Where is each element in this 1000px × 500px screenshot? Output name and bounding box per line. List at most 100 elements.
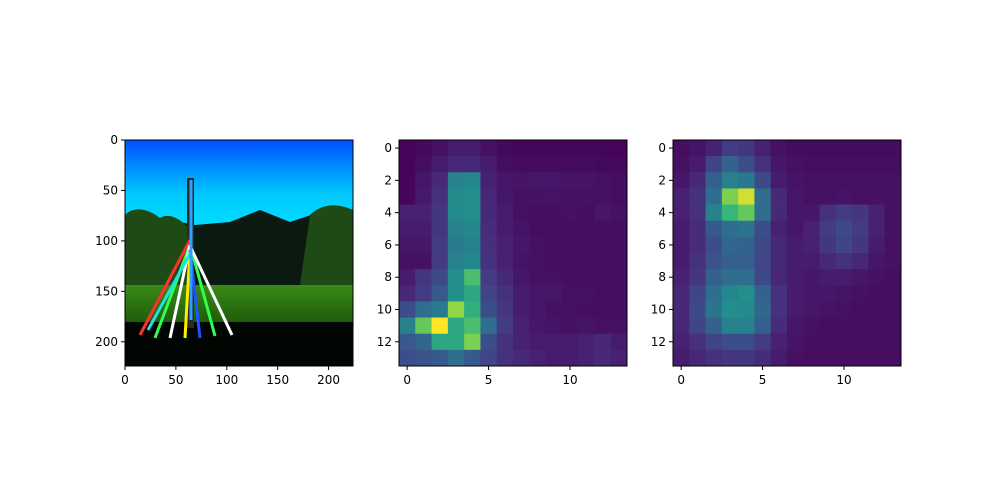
photo-ground — [125, 322, 353, 366]
heatmap-cell — [496, 156, 514, 173]
heatmap-cell — [705, 285, 723, 302]
heatmap-cell — [754, 269, 772, 286]
heatmap-cell — [868, 220, 886, 238]
heatmap-cell — [770, 172, 788, 189]
y-tick-label: 2 — [384, 173, 392, 187]
x-tick-label: 10 — [562, 373, 577, 387]
heatmap-cell — [689, 269, 706, 286]
heatmap-cell — [561, 204, 579, 222]
heatmap-cell — [819, 285, 837, 302]
heatmap-cell — [447, 333, 465, 351]
heatmap-cell — [705, 253, 723, 270]
heatmap-cell — [770, 285, 788, 302]
heatmap-cell — [610, 285, 628, 302]
heatmap-cell — [496, 349, 514, 367]
x-tick-label: 5 — [759, 373, 767, 387]
heatmap-cell — [561, 188, 579, 205]
heatmap-cell — [415, 301, 432, 318]
heatmap-cell — [529, 220, 546, 238]
heatmap-cell — [496, 140, 514, 157]
heatmap-cell — [561, 220, 579, 238]
heatmap-cell — [673, 156, 690, 173]
heatmap-cell — [868, 349, 886, 367]
heatmap-cell — [787, 317, 804, 335]
heatmap-cell — [835, 188, 853, 205]
heatmap-cell — [852, 349, 869, 367]
heatmap-cell — [399, 172, 416, 189]
heatmap-cell — [399, 349, 416, 367]
heatmap-cell — [787, 236, 804, 254]
x-tick-label: 50 — [168, 373, 183, 387]
heatmap-cell — [496, 285, 514, 302]
y-tick-label: 10 — [651, 303, 666, 317]
photo-frame — [124, 139, 354, 367]
heatmap-cell — [673, 220, 690, 238]
heatmap-cell — [852, 204, 869, 222]
heatmap-cell — [770, 220, 788, 238]
heatmap-1-cells — [399, 140, 628, 367]
heatmap-cell — [594, 349, 612, 367]
heatmap-cell — [480, 156, 498, 173]
heatmap-cell — [787, 301, 804, 318]
y-tick-label: 12 — [651, 335, 666, 349]
heatmap-cell — [561, 253, 579, 270]
heatmap-cell — [610, 156, 628, 173]
heatmap-cell — [819, 333, 837, 351]
heatmap-cell — [415, 317, 432, 335]
heatmap-cell — [415, 220, 432, 238]
heatmap-cell — [610, 220, 628, 238]
heatmap-cell — [689, 301, 706, 318]
heatmap-cell — [464, 236, 481, 254]
heatmap-cell — [721, 269, 739, 286]
heatmap-cell — [884, 172, 902, 189]
heatmap-cell — [738, 301, 755, 318]
heatmap-cell — [835, 269, 853, 286]
heatmap-cell — [464, 269, 481, 286]
heatmap-cell — [852, 301, 869, 318]
heatmap-cell — [496, 188, 514, 205]
heatmap-cell — [803, 253, 820, 270]
heatmap-cell — [529, 188, 546, 205]
heatmap-cell — [464, 349, 481, 367]
y-tick-label: 4 — [384, 206, 392, 220]
heatmap-cell — [868, 301, 886, 318]
heatmap-cell — [884, 236, 902, 254]
heatmap-cell — [770, 317, 788, 335]
heatmap-cell — [884, 188, 902, 205]
heatmap-cell — [754, 172, 772, 189]
heatmap-cell — [578, 269, 595, 286]
heatmap-cell — [610, 204, 628, 222]
heatmap-cell — [738, 349, 755, 367]
heatmap-cell — [561, 333, 579, 351]
heatmap-cell — [578, 253, 595, 270]
heatmap-cell — [480, 172, 498, 189]
heatmap-cell — [819, 140, 837, 157]
heatmap-cell — [431, 204, 449, 222]
heatmap-cell — [738, 253, 755, 270]
heatmap-cell — [868, 188, 886, 205]
heatmap-cell — [529, 172, 546, 189]
heatmap-cell — [689, 236, 706, 254]
heatmap-cell — [868, 285, 886, 302]
heatmap-cell — [545, 317, 563, 335]
heatmap-cell — [689, 156, 706, 173]
heatmap-cell — [868, 156, 886, 173]
heatmap-cell — [447, 188, 465, 205]
heatmap-cell — [787, 156, 804, 173]
photo-axes: 0 50 100 150 200 0 50 100 150 200 — [95, 133, 340, 387]
heatmap-cell — [399, 301, 416, 318]
heatmap-cell — [754, 236, 772, 254]
heatmap-2-cells — [673, 140, 902, 367]
heatmap-cell — [431, 188, 449, 205]
heatmap-cell — [738, 333, 755, 351]
heatmap-cell — [835, 156, 853, 173]
heatmap-cell — [594, 140, 612, 157]
heatmap-cell — [399, 317, 416, 335]
heatmap-cell — [689, 253, 706, 270]
heatmap-cell — [803, 317, 820, 335]
heatmap-cell — [415, 204, 432, 222]
heatmap-cell — [545, 349, 563, 367]
heatmap-cell — [415, 349, 432, 367]
heatmap-cell — [447, 285, 465, 302]
heatmap-cell — [561, 172, 579, 189]
